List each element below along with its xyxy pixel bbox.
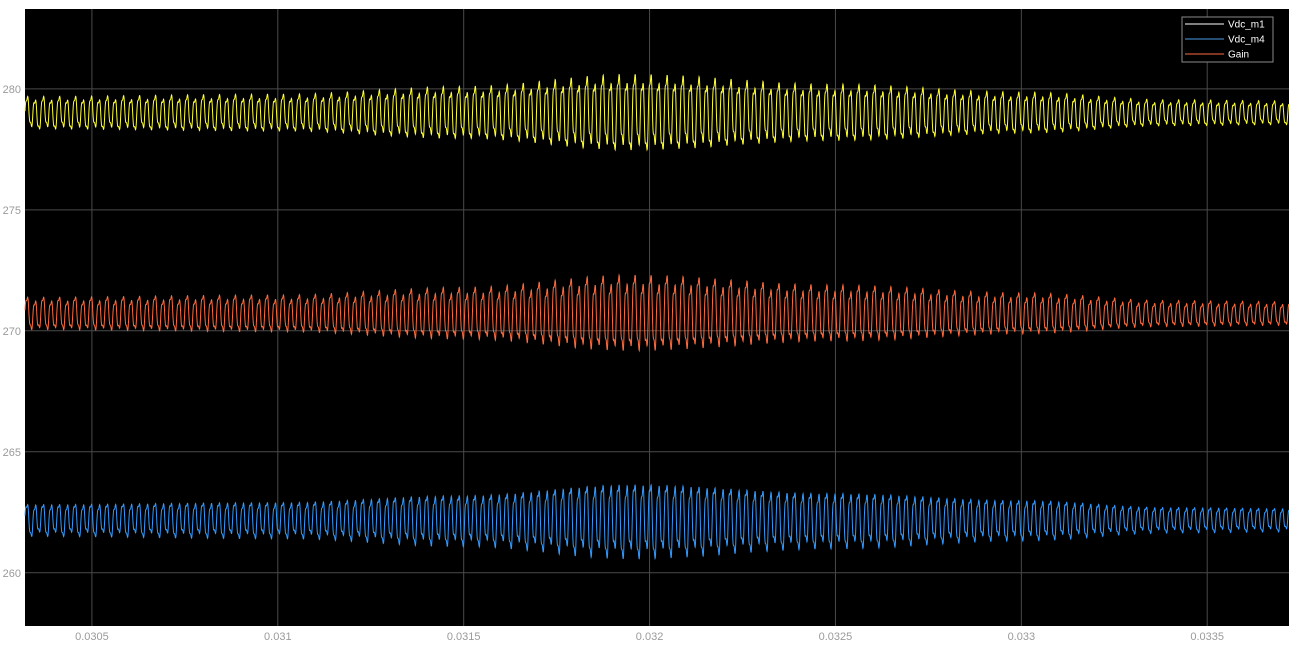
y-axis-tick-labels: 260 265 270 275 280: [3, 84, 21, 580]
legend-label-vdc-m4: Vdc_m4: [1228, 35, 1265, 46]
series-line-gain: [24, 273, 1290, 353]
plot-area[interactable]: [25, 9, 1289, 626]
grid-lines: [25, 9, 1289, 626]
series-line-vdc-m1: [24, 73, 1290, 152]
y-tick-label: 265: [3, 447, 21, 459]
x-tick-label: 0.0335: [1190, 631, 1224, 643]
series-layer: [24, 73, 1290, 561]
y-tick-label: 275: [3, 205, 21, 217]
x-tick-label: 0.032: [636, 631, 664, 643]
series-line-vdc-m4: [24, 483, 1290, 561]
y-tick-label: 260: [3, 568, 21, 580]
x-tick-label: 0.033: [1008, 631, 1036, 643]
x-tick-label: 0.0315: [447, 631, 481, 643]
legend-label-gain: Gain: [1228, 50, 1249, 61]
legend-label-vdc-m1: Vdc_m1: [1228, 20, 1265, 31]
legend[interactable]: Vdc_m1 Vdc_m4 Gain: [1181, 16, 1274, 63]
x-tick-label: 0.0305: [75, 631, 109, 643]
x-axis-tick-labels: 0.0305 0.031 0.0315 0.032 0.0325 0.033 0.0335: [75, 631, 1224, 643]
x-tick-label: 0.0325: [819, 631, 853, 643]
x-tick-label: 0.031: [264, 631, 292, 643]
y-tick-label: 280: [3, 84, 21, 96]
y-tick-label: 270: [3, 326, 21, 338]
